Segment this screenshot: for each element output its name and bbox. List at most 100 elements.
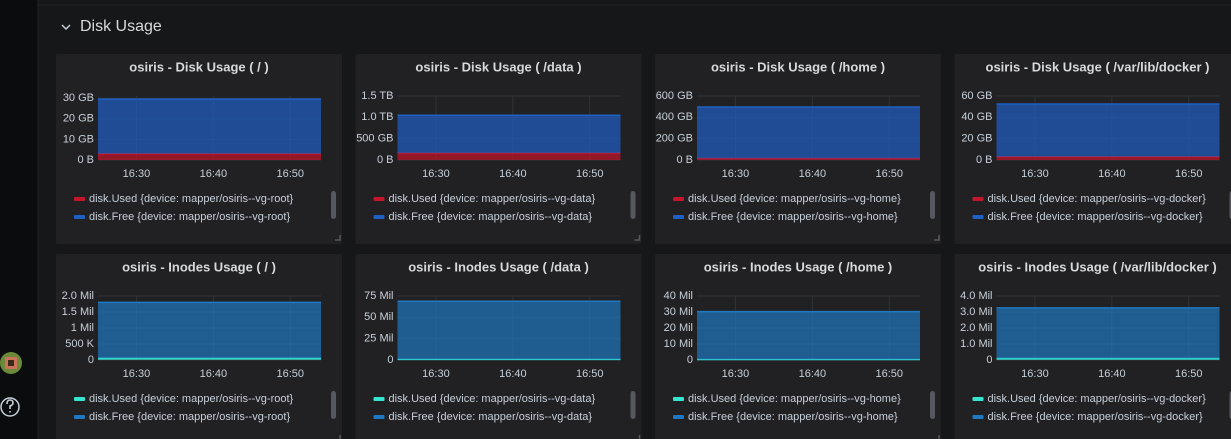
y-tick-label: 0: [387, 354, 393, 366]
legend-label: disk.Used {device: mapper/osiris--vg-doc…: [988, 393, 1207, 405]
panel-title: osiris - Inodes Usage ( / ): [122, 259, 276, 274]
section-title[interactable]: Disk Usage: [80, 18, 162, 35]
y-tick-label: 4.0 Mil: [960, 290, 992, 302]
legend-swatch: [673, 197, 684, 201]
area: [697, 311, 920, 360]
legend-label: disk.Free {device: mapper/osiris--vg-doc…: [988, 211, 1204, 223]
y-tick-label: 10 Mil: [664, 338, 693, 350]
y-tick-label: 0: [687, 354, 693, 366]
legend-swatch: [74, 415, 85, 419]
y-tick-label: 30 GB: [63, 92, 94, 104]
legend-label: disk.Free {device: mapper/osiris--vg-dat…: [389, 211, 593, 223]
y-tick-label: 40 Mil: [664, 290, 693, 302]
y-tick-label: 10 GB: [63, 133, 94, 145]
sidebar: [0, 0, 38, 439]
panel: osiris - Disk Usage ( / ) 0 B 10 GB 20 GB 30…: [56, 54, 342, 244]
panel: osiris - Disk Usage ( /data ) 0 B 500 GB 1.…: [355, 54, 642, 244]
x-tick-label: 16:50: [276, 168, 304, 180]
help-glyph: [6, 399, 14, 413]
resize-handle: [638, 435, 641, 439]
x-tick-label: 16:40: [1098, 368, 1126, 380]
panel: osiris - Inodes Usage ( / ) 0 500 K 1 Mil 1.…: [56, 254, 342, 439]
y-tick-label: 0 B: [77, 154, 94, 166]
legend-swatch: [972, 397, 984, 401]
legend-label: disk.Used {device: mapper/osiris--vg-doc…: [988, 193, 1207, 205]
area: [697, 106, 920, 159]
legend-label: disk.Used {device: mapper/osiris--vg-hom…: [688, 193, 901, 205]
legend-label: disk.Used {device: mapper/osiris--vg-roo…: [89, 393, 294, 405]
x-tick-label: 16:30: [1021, 168, 1049, 180]
area: [98, 99, 321, 154]
panel-title: osiris - Disk Usage ( /data ): [415, 59, 581, 74]
legend-swatch: [373, 397, 385, 401]
x-tick-label: 16:40: [200, 368, 228, 380]
panel: osiris - Inodes Usage ( /data ) 0 25 Mil 50…: [355, 254, 642, 439]
resize-handle: [938, 435, 940, 439]
resize-handle: [634, 235, 641, 241]
y-tick-label: 0 B: [676, 154, 693, 166]
y-tick-label: 2.0 Mil: [960, 322, 992, 334]
x-tick-label: 16:40: [499, 168, 527, 180]
y-tick-label: 1.0 Mil: [960, 338, 992, 350]
y-tick-label: 600 GB: [656, 90, 693, 102]
help-circle: [0, 397, 20, 417]
legend-swatch: [74, 215, 85, 219]
y-tick-label: 0 B: [377, 154, 394, 166]
x-tick-label: 16:40: [799, 168, 827, 180]
legend-scrollbar: [930, 191, 935, 219]
y-tick-label: 0: [88, 354, 94, 366]
panel-title: osiris - Disk Usage ( /var/lib/docker ): [986, 59, 1210, 74]
avatar[interactable]: [0, 352, 22, 374]
x-tick-label: 16:40: [1098, 168, 1126, 180]
area: [996, 307, 1220, 359]
x-tick-label: 16:50: [1175, 368, 1203, 380]
y-tick-label: 0: [986, 354, 992, 366]
legend-swatch: [972, 415, 984, 419]
x-tick-label: 16:50: [576, 368, 604, 380]
y-tick-label: 3.0 Mil: [960, 306, 992, 318]
legend-scrollbar: [930, 391, 935, 419]
legend-swatch: [74, 397, 85, 401]
y-tick-label: 20 GB: [63, 113, 94, 125]
y-tick-label: 2.0 Mil: [62, 290, 94, 302]
legend-swatch: [673, 415, 684, 419]
area: [98, 153, 321, 160]
x-tick-label: 16:40: [200, 168, 228, 180]
area: [397, 153, 621, 160]
legend-label: disk.Used {device: mapper/osiris--vg-dat…: [389, 393, 596, 405]
y-tick-label: 40 GB: [961, 111, 992, 123]
y-tick-label: 1.0 TB: [361, 111, 393, 123]
y-tick-label: 50 Mil: [364, 311, 393, 323]
y-tick-label: 1 Mil: [71, 322, 94, 334]
avatar-pixels: [8, 360, 14, 366]
help-icon[interactable]: [0, 397, 20, 417]
legend-label: disk.Used {device: mapper/osiris--vg-hom…: [688, 393, 901, 405]
panel: osiris - Inodes Usage ( /var/lib/docker …: [954, 254, 1231, 439]
x-tick-label: 16:30: [722, 368, 750, 380]
legend-swatch: [74, 197, 85, 201]
y-tick-label: 60 GB: [961, 90, 992, 102]
resize-handle: [934, 235, 940, 241]
x-tick-label: 16:50: [576, 168, 604, 180]
legend-swatch: [972, 215, 984, 219]
legend-label: disk.Free {device: mapper/osiris--vg-hom…: [688, 411, 898, 423]
panel: osiris - Inodes Usage ( /home ) 0 10 Mil 20…: [655, 254, 941, 439]
x-tick-label: 16:50: [276, 368, 304, 380]
resize-handle: [335, 235, 341, 241]
panel: osiris - Disk Usage ( /home ) 0 B 200 GB 40…: [655, 54, 941, 244]
legend-label: disk.Used {device: mapper/osiris--vg-dat…: [389, 193, 596, 205]
area: [996, 104, 1220, 157]
legend-scrollbar: [331, 191, 336, 219]
area: [397, 301, 621, 360]
area: [996, 156, 1220, 160]
legend-swatch: [373, 197, 385, 201]
legend-label: disk.Free {device: mapper/osiris--vg-hom…: [688, 211, 898, 223]
collapse-chevron[interactable]: [61, 24, 71, 31]
x-tick-label: 16:40: [499, 368, 527, 380]
panel-title: osiris - Inodes Usage ( /home ): [704, 259, 893, 274]
y-tick-label: 20 GB: [961, 133, 992, 145]
x-tick-label: 16:40: [799, 368, 827, 380]
legend-label: disk.Free {device: mapper/osiris--vg-dat…: [389, 411, 593, 423]
x-tick-label: 16:30: [422, 368, 450, 380]
